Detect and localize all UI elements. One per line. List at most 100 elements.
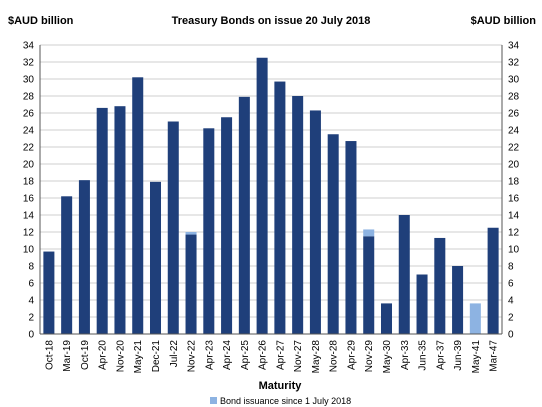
bar-Mar-47-series-0	[487, 227, 499, 334]
bar-Apr-25-series-0	[238, 96, 250, 334]
y-tick-right-32: 32	[508, 58, 520, 69]
x-tick-Apr-23: Apr-23	[204, 340, 215, 370]
bar-Nov-29-series-1	[363, 229, 375, 237]
x-tick-Jun-39: Jun-39	[453, 340, 464, 371]
bar-May-41-series-1	[469, 303, 481, 334]
bar-Nov-20-series-0	[114, 106, 126, 334]
y-tick-right-16: 16	[508, 194, 520, 205]
bar-Apr-20-series-0	[96, 107, 108, 335]
y-tick-right-30: 30	[508, 75, 520, 86]
bar-Oct-18-series-0	[43, 251, 55, 334]
x-tick-Nov-29: Nov-29	[364, 340, 375, 373]
bar-Jul-22-series-0	[167, 121, 179, 334]
bar-Apr-23-series-0	[203, 128, 215, 334]
legend-swatch-bond-issuance	[210, 397, 217, 404]
y-tick-right-28: 28	[508, 92, 520, 103]
x-tick-Mar-47: Mar-47	[489, 340, 500, 372]
y-tick-left-12: 12	[23, 228, 35, 239]
bar-Apr-37-series-0	[434, 237, 446, 334]
x-tick-Apr-20: Apr-20	[98, 340, 109, 370]
bar-Apr-24-series-0	[221, 117, 233, 334]
y-tick-left-10: 10	[23, 245, 35, 256]
y-tick-left-20: 20	[23, 160, 35, 171]
x-tick-Jul-22: Jul-22	[169, 340, 180, 368]
x-tick-Apr-29: Apr-29	[346, 340, 357, 370]
chart-title: Treasury Bonds on issue 20 July 2018	[172, 15, 371, 27]
bar-Nov-22-series-0	[185, 234, 197, 334]
bar-May-28-series-0	[309, 110, 321, 334]
x-tick-Jun-35: Jun-35	[418, 340, 429, 371]
y-tick-left-26: 26	[23, 109, 35, 120]
legend-label-bond-issuance: Bond issuance since 1 July 2018	[220, 396, 351, 406]
axes	[39, 45, 503, 335]
y-tick-right-0: 0	[508, 330, 514, 341]
y-tick-left-30: 30	[23, 75, 35, 86]
y-tick-left-2: 2	[28, 313, 34, 324]
y-tick-right-26: 26	[508, 109, 520, 120]
y-tick-right-20: 20	[508, 160, 520, 171]
bar-Mar-19-series-0	[61, 196, 73, 334]
x-tick-May-41: May-41	[471, 340, 482, 374]
x-tick-Nov-22: Nov-22	[187, 340, 198, 373]
y-axis-unit-right: $AUD billion	[471, 15, 537, 27]
y-tick-right-24: 24	[508, 126, 520, 137]
y-tick-left-0: 0	[28, 330, 34, 341]
x-tick-Oct-18: Oct-18	[44, 340, 55, 370]
x-tick-Apr-27: Apr-27	[275, 340, 286, 370]
x-tick-Nov-28: Nov-28	[329, 340, 340, 373]
x-axis-ticks: Oct-18 Mar-19 Oct-19 Apr-20 Nov-20 May-21 Dec-…	[44, 340, 499, 374]
bar-Nov-27-series-0	[292, 96, 304, 334]
x-tick-Mar-19: Mar-19	[62, 340, 73, 372]
x-tick-May-28: May-28	[311, 340, 322, 374]
y-tick-left-14: 14	[23, 211, 35, 222]
x-tick-Oct-19: Oct-19	[80, 340, 91, 370]
y-tick-left-34: 34	[23, 41, 35, 52]
bar-Apr-27-series-0	[274, 81, 286, 334]
y-tick-left-24: 24	[23, 126, 35, 137]
x-tick-Nov-27: Nov-27	[293, 340, 304, 373]
y-tick-right-4: 4	[508, 296, 514, 307]
bar-May-30-series-0	[380, 303, 393, 334]
y-tick-right-2: 2	[508, 313, 514, 324]
y-tick-right-12: 12	[508, 228, 520, 239]
x-tick-Apr-26: Apr-26	[258, 340, 269, 370]
y-tick-right-14: 14	[508, 211, 520, 222]
bar-Apr-26-series-0	[256, 57, 268, 334]
y-tick-left-32: 32	[23, 58, 35, 69]
x-tick-Apr-25: Apr-25	[240, 340, 251, 370]
bars	[43, 57, 499, 335]
x-tick-Nov-20: Nov-20	[115, 340, 126, 373]
x-tick-Apr-37: Apr-37	[435, 340, 446, 370]
bar-Apr-29-series-0	[345, 141, 357, 334]
x-tick-May-21: May-21	[133, 340, 144, 374]
y-tick-right-8: 8	[508, 262, 514, 273]
y-tick-left-4: 4	[28, 296, 34, 307]
y-tick-left-28: 28	[23, 92, 35, 103]
x-tick-Apr-33: Apr-33	[400, 340, 411, 370]
bar-Nov-29-series-0	[363, 236, 375, 334]
x-tick-Apr-24: Apr-24	[222, 340, 233, 370]
bar-Jun-39-series-0	[452, 266, 464, 334]
y-tick-right-18: 18	[508, 177, 520, 188]
x-tick-Dec-21: Dec-21	[151, 340, 162, 373]
bar-May-21-series-0	[132, 77, 144, 335]
y-tick-left-22: 22	[23, 143, 35, 154]
bar-Jun-35-series-0	[416, 274, 428, 334]
bar-Dec-21-series-0	[149, 181, 162, 334]
y-tick-right-6: 6	[508, 279, 514, 290]
y-tick-left-8: 8	[28, 262, 34, 273]
gridlines	[40, 44, 502, 318]
y-tick-left-18: 18	[23, 177, 35, 188]
bar-Apr-33-series-0	[398, 215, 410, 334]
bar-Oct-19-series-0	[78, 180, 90, 334]
bar-Nov-22-series-1	[185, 232, 197, 235]
y-tick-right-34: 34	[508, 41, 520, 52]
y-tick-left-6: 6	[28, 279, 34, 290]
y-tick-right-22: 22	[508, 143, 520, 154]
bar-Nov-28-series-0	[327, 134, 339, 334]
y-tick-left-16: 16	[23, 194, 35, 205]
legend: Bond issuance since 1 July 2018	[210, 396, 351, 406]
